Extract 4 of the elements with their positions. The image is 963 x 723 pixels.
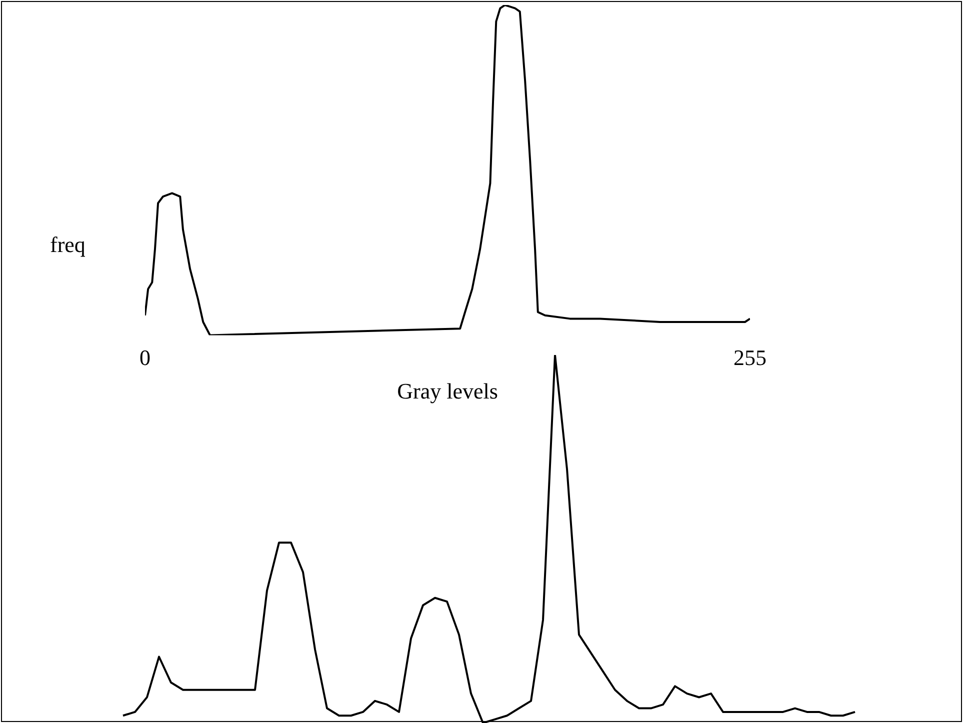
- x-tick-label: 0: [140, 345, 150, 370]
- x-axis-title: Gray levels: [397, 378, 498, 404]
- y-axis-title: freq: [50, 232, 86, 258]
- x-tick-label: 255: [734, 345, 766, 370]
